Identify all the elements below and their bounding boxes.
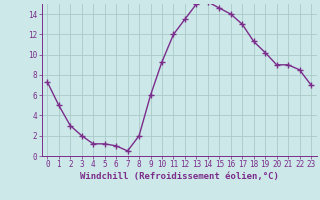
X-axis label: Windchill (Refroidissement éolien,°C): Windchill (Refroidissement éolien,°C) [80,172,279,181]
